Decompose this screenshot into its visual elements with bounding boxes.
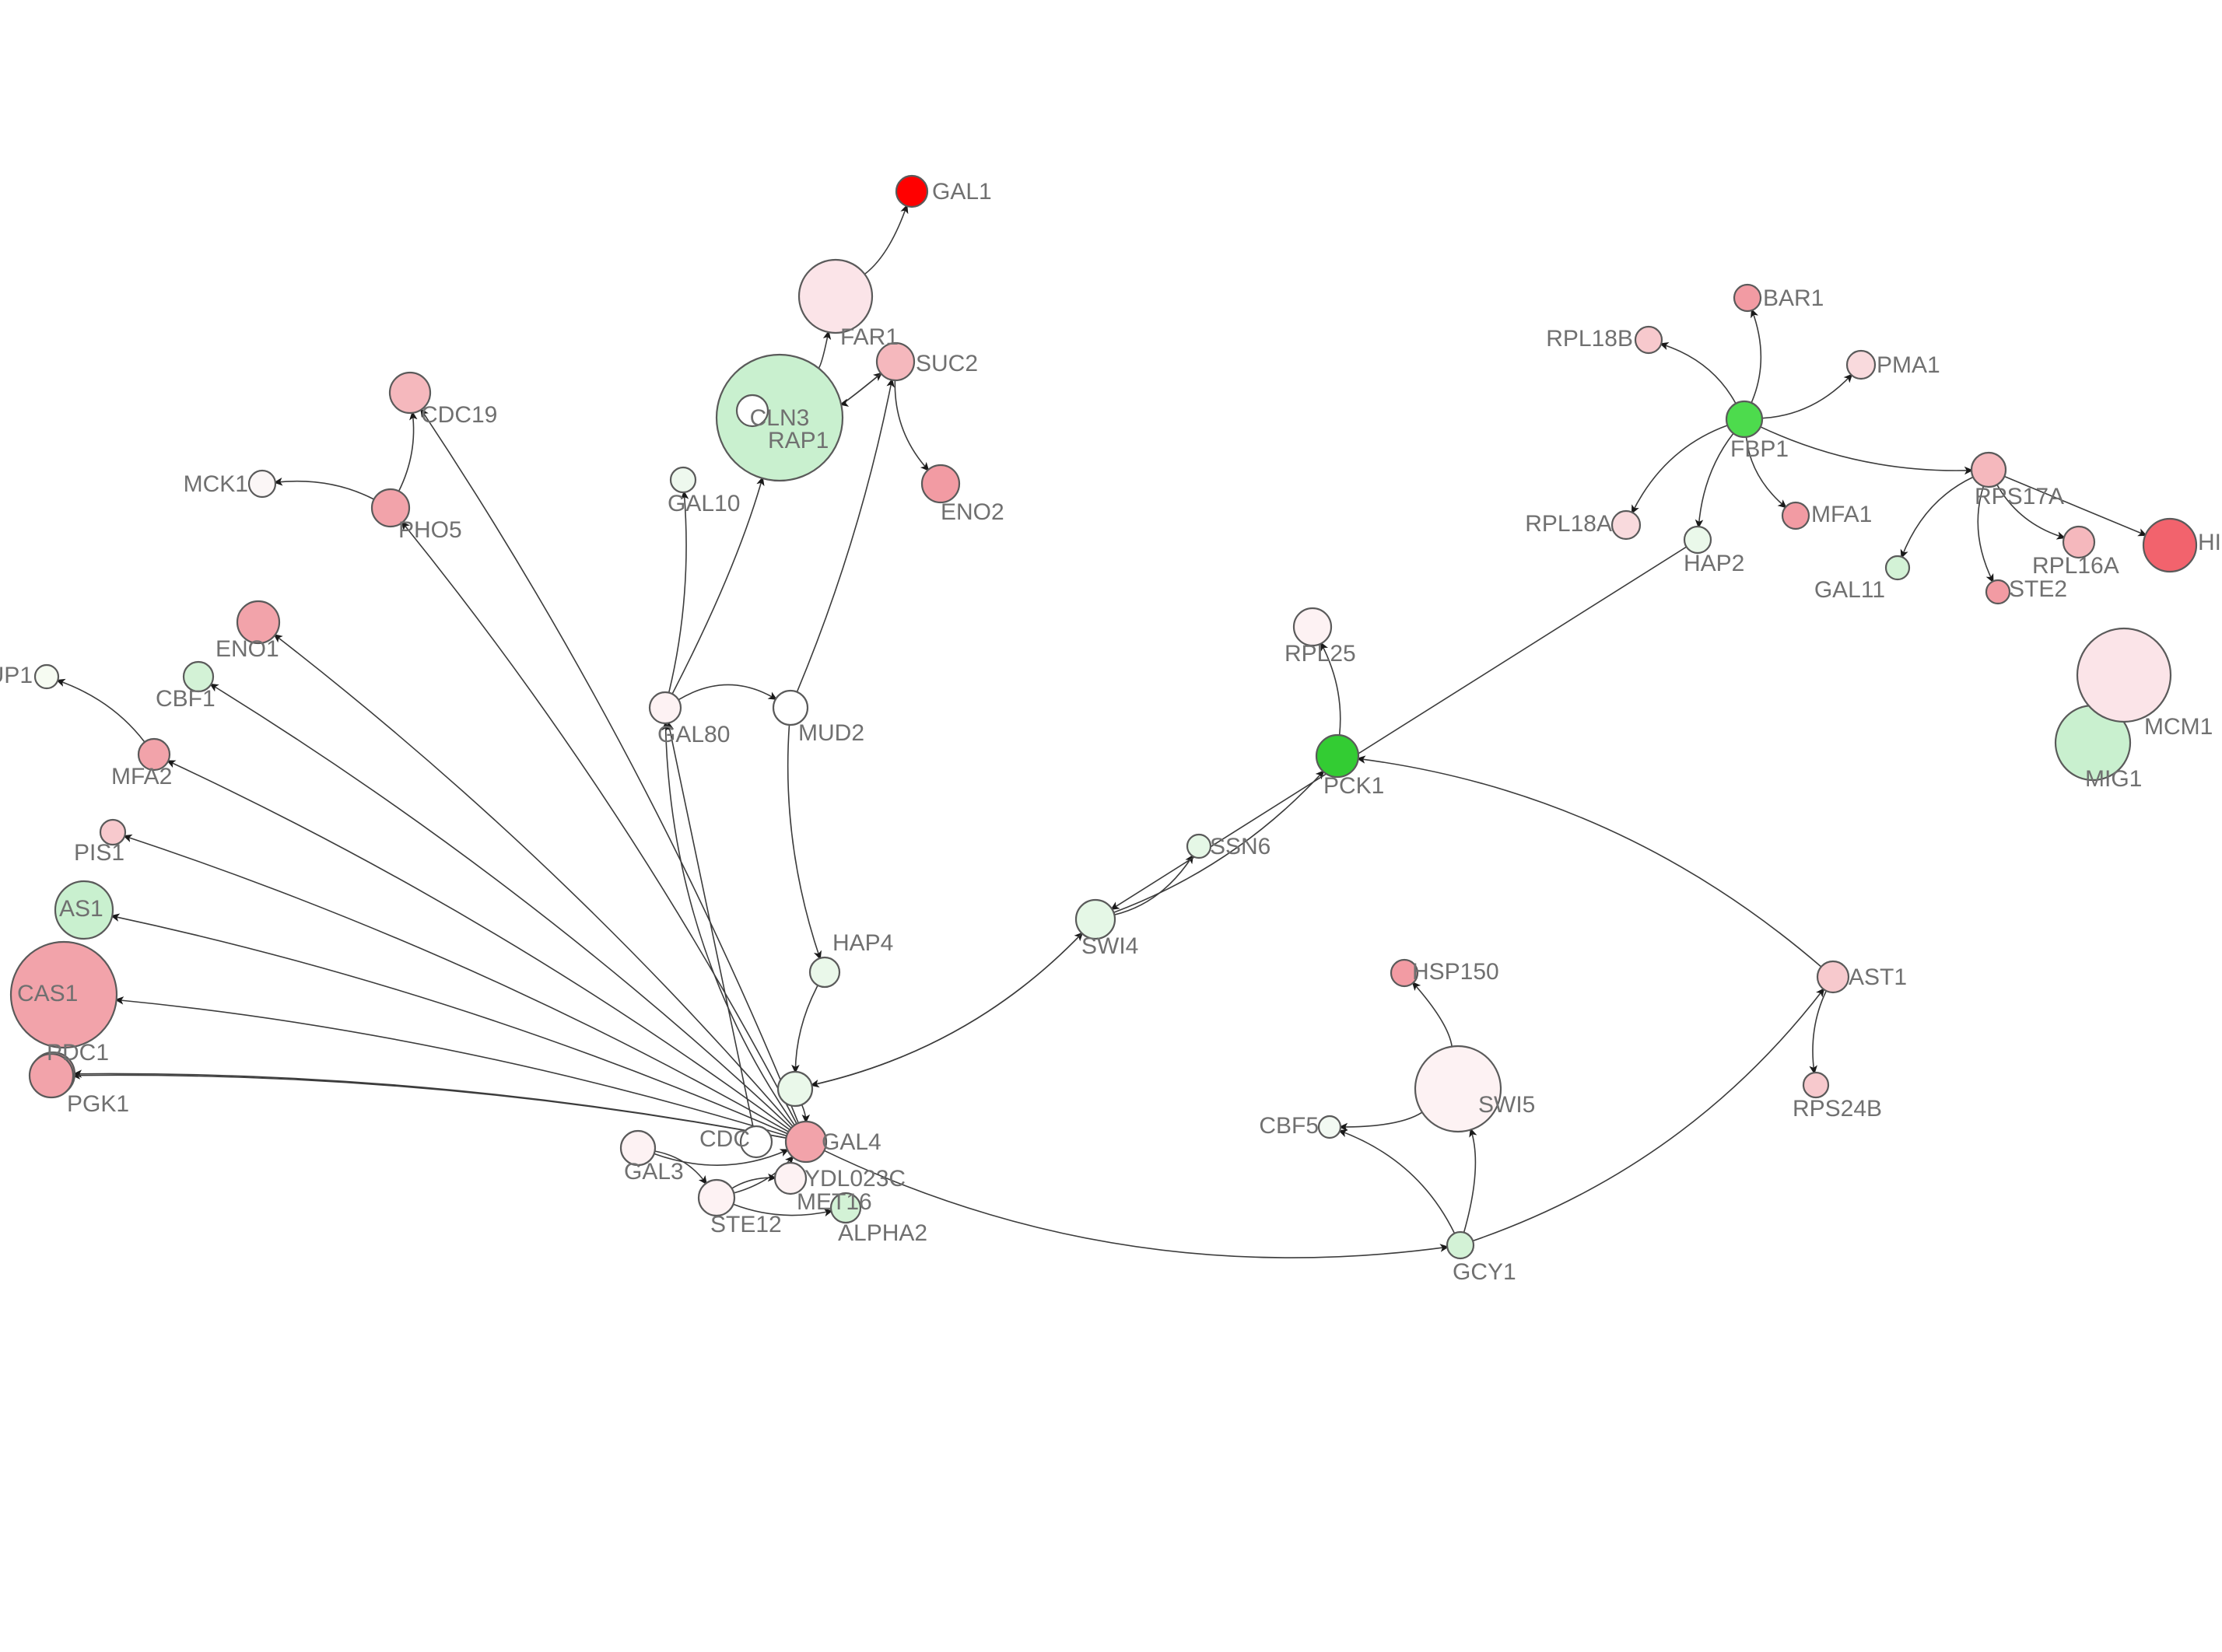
svg-text:HAP2: HAP2 [1684, 551, 1744, 576]
svg-text:TUP1: TUP1 [0, 663, 33, 688]
svg-text:CBF1: CBF1 [156, 686, 216, 712]
svg-text:RPS17A: RPS17A [1975, 484, 2064, 509]
svg-text:AS1: AS1 [59, 896, 103, 922]
svg-text:GAL80: GAL80 [657, 722, 730, 747]
svg-text:PDC1: PDC1 [47, 1040, 109, 1066]
svg-text:SSN6: SSN6 [1210, 834, 1270, 859]
svg-text:HAP4: HAP4 [832, 930, 893, 956]
svg-text:MUD2: MUD2 [798, 720, 864, 746]
svg-text:GAL3: GAL3 [624, 1159, 684, 1185]
svg-text:MFA1: MFA1 [1811, 502, 1872, 527]
svg-text:ENO2: ENO2 [941, 499, 1004, 525]
svg-text:MCM1: MCM1 [2144, 714, 2213, 740]
svg-text:PGK1: PGK1 [67, 1091, 129, 1117]
svg-text:CDC19: CDC19 [421, 402, 497, 428]
svg-text:BAR1: BAR1 [1763, 285, 1824, 311]
svg-text:PHO5: PHO5 [398, 517, 462, 543]
svg-text:GAL11: GAL11 [1814, 577, 1885, 603]
svg-text:AST1: AST1 [1849, 964, 1907, 990]
svg-text:MFA2: MFA2 [111, 764, 172, 789]
svg-text:PMA1: PMA1 [1877, 352, 1940, 378]
svg-text:YDL023C: YDL023C [804, 1166, 906, 1192]
svg-text:CDC: CDC [699, 1126, 750, 1152]
svg-text:STE2: STE2 [2009, 576, 2067, 602]
svg-text:ALPHA2: ALPHA2 [838, 1220, 927, 1246]
svg-text:FAR1: FAR1 [840, 324, 899, 350]
svg-text:RPL18B: RPL18B [1546, 326, 1633, 352]
svg-text:GAL1: GAL1 [932, 179, 992, 205]
svg-text:PIS1: PIS1 [74, 840, 124, 866]
svg-text:SWI4: SWI4 [1081, 933, 1138, 959]
svg-text:GAL10: GAL10 [668, 491, 740, 516]
svg-text:GAL4: GAL4 [822, 1129, 881, 1155]
svg-text:CAS1: CAS1 [17, 981, 78, 1006]
svg-text:FBP1: FBP1 [1730, 436, 1789, 462]
svg-text:PCK1: PCK1 [1323, 773, 1384, 799]
svg-text:RAP1: RAP1 [768, 428, 829, 453]
svg-text:MIG1: MIG1 [2085, 766, 2142, 792]
svg-text:GCY1: GCY1 [1453, 1259, 1516, 1285]
svg-text:SWI5: SWI5 [1478, 1092, 1535, 1118]
svg-text:HSP150: HSP150 [1412, 959, 1499, 985]
svg-text:RPS24B: RPS24B [1793, 1096, 1882, 1122]
svg-text:RPL18A: RPL18A [1525, 511, 1612, 537]
svg-text:SUC2: SUC2 [916, 351, 978, 376]
svg-text:RPL16A: RPL16A [2032, 553, 2119, 579]
svg-text:RPL25: RPL25 [1284, 641, 1356, 667]
svg-text:ENO1: ENO1 [216, 636, 279, 662]
svg-text:HIS4: HIS4 [2198, 530, 2222, 555]
svg-text:CBF5: CBF5 [1259, 1113, 1319, 1139]
svg-text:MCK1: MCK1 [184, 471, 248, 497]
svg-text:MET16: MET16 [797, 1189, 872, 1215]
svg-text:STE12: STE12 [710, 1212, 782, 1237]
